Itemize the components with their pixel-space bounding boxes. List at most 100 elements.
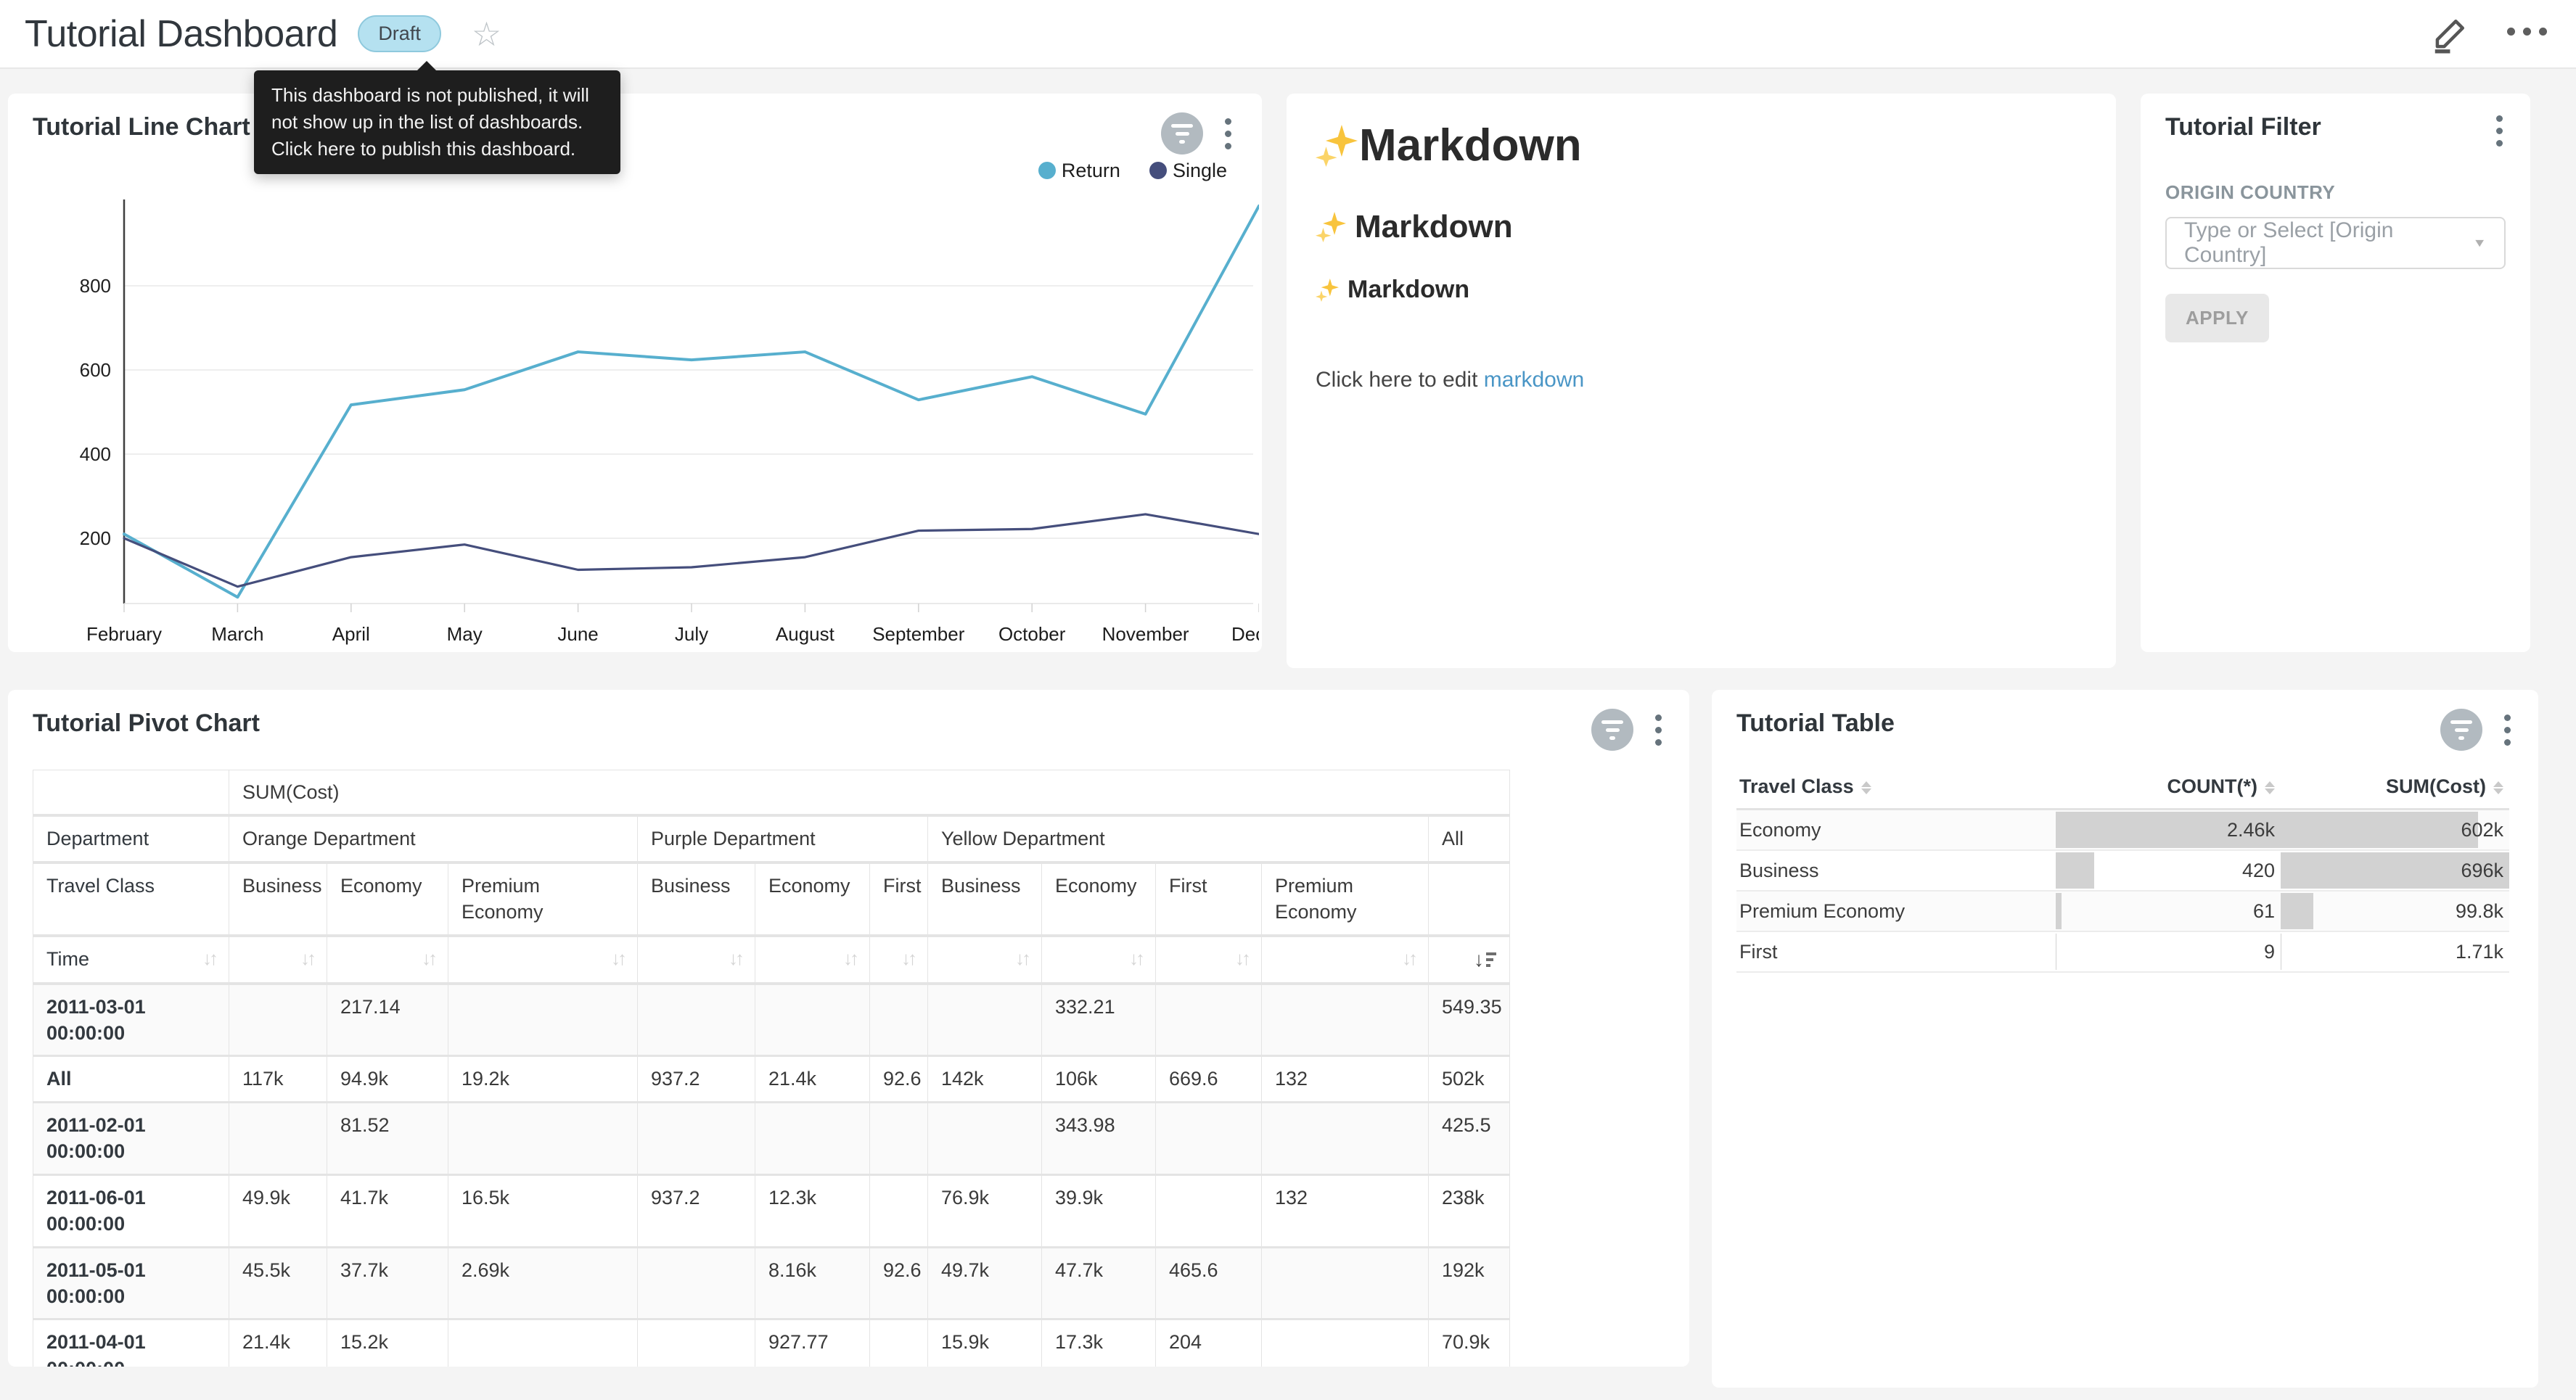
panel-title: Tutorial Pivot Chart bbox=[33, 709, 260, 738]
pivot-value-cell: 92.6 bbox=[870, 1247, 928, 1319]
pivot-value-cell: 41.7k bbox=[327, 1174, 448, 1247]
filter-field-label: ORIGIN COUNTRY bbox=[2165, 181, 2506, 204]
pivot-value-cell: 94.9k bbox=[327, 1056, 448, 1102]
pivot-value-cell: 21.4k bbox=[229, 1319, 327, 1367]
cell-value: 99.8k bbox=[2284, 892, 2503, 931]
pivot-sort-cell: ↓ bbox=[1429, 936, 1510, 984]
pivot-sort-cell: ↓↑ bbox=[229, 936, 327, 984]
cell-value: 420 bbox=[2059, 851, 2275, 890]
pivot-row: 2011-06-01 00:00:0049.9k41.7k16.5k937.21… bbox=[33, 1174, 1510, 1247]
pivot-value-cell bbox=[755, 984, 870, 1056]
legend-item-single[interactable]: Single bbox=[1149, 160, 1227, 182]
pivot-sort-cell: ↓↑ bbox=[1156, 936, 1262, 984]
panel-menu-icon[interactable] bbox=[1222, 115, 1234, 152]
pivot-group-header: Purple Department bbox=[638, 815, 928, 862]
pivot-value-cell: 21.4k bbox=[755, 1056, 870, 1102]
markdown-edit-link[interactable]: markdown bbox=[1484, 368, 1584, 392]
pivot-value-cell bbox=[1262, 1102, 1429, 1174]
favorite-star-icon[interactable]: ☆ bbox=[472, 17, 501, 51]
pivot-value-cell: 425.5 bbox=[1429, 1102, 1510, 1174]
pivot-column-header: Economy bbox=[1042, 862, 1156, 936]
pivot-value-cell bbox=[638, 1319, 755, 1367]
apply-button[interactable]: APPLY bbox=[2165, 294, 2269, 342]
panel-menu-icon[interactable] bbox=[2493, 112, 2506, 149]
panel-markdown[interactable]: Markdown Markdown Markdown Click here to… bbox=[1287, 94, 2116, 668]
svg-text:600: 600 bbox=[80, 359, 111, 381]
pivot-value-cell bbox=[1156, 984, 1262, 1056]
data-table-wrap: Travel ClassCOUNT(*)SUM(Cost)Economy2.46… bbox=[1736, 765, 2514, 973]
pivot-column-header: First bbox=[1156, 862, 1262, 936]
table-cell-travel-class: First bbox=[1736, 931, 2056, 972]
pivot-value-cell: 81.52 bbox=[327, 1102, 448, 1174]
header-right bbox=[2430, 15, 2547, 54]
pivot-value-cell: 502k bbox=[1429, 1056, 1510, 1102]
pivot-value-cell: 47.7k bbox=[1042, 1247, 1156, 1319]
pivot-time-label: Time↓↑ bbox=[33, 936, 229, 984]
cross-filter-icon[interactable] bbox=[1161, 112, 1203, 155]
sort-icon[interactable]: ↓↑ bbox=[1402, 946, 1415, 971]
pivot-column-header bbox=[1429, 862, 1510, 936]
edit-dashboard-button[interactable] bbox=[2430, 15, 2469, 54]
cross-filter-icon[interactable] bbox=[2440, 709, 2482, 751]
pivot-value-cell: 132 bbox=[1262, 1174, 1429, 1247]
panel-title: Tutorial Filter bbox=[2165, 112, 2321, 141]
draft-badge[interactable]: Draft bbox=[358, 15, 441, 52]
sort-icon[interactable]: ↓↑ bbox=[202, 946, 216, 971]
svg-text:November: November bbox=[1102, 623, 1189, 645]
pivot-value-cell bbox=[1262, 1319, 1429, 1367]
sort-icon[interactable]: ↓↑ bbox=[843, 946, 856, 971]
pivot-sort-cell: ↓↑ bbox=[1262, 936, 1429, 984]
table-row[interactable]: First91.71k bbox=[1736, 931, 2509, 972]
dashboard-canvas: Tutorial Line Chart ReturnSingle 2004006… bbox=[0, 69, 2576, 1400]
tooltip-text-line: Click here to publish this dashboard. bbox=[271, 136, 603, 162]
pivot-value-cell: 17.3k bbox=[1042, 1319, 1156, 1367]
sort-icon[interactable]: ↓↑ bbox=[1235, 946, 1248, 971]
panel-menu-icon[interactable] bbox=[1652, 712, 1665, 749]
pivot-value-cell: 19.2k bbox=[448, 1056, 638, 1102]
sort-icon[interactable]: ↓↑ bbox=[729, 946, 742, 971]
cell-value: 9 bbox=[2059, 932, 2275, 971]
sort-caret-icon[interactable] bbox=[1861, 781, 1871, 794]
pivot-department-label: Department bbox=[33, 815, 229, 862]
table-column-header[interactable]: Travel Class bbox=[1736, 765, 2056, 810]
table-column-header[interactable]: SUM(Cost) bbox=[2281, 765, 2509, 810]
sort-icon[interactable]: ↓↑ bbox=[300, 946, 313, 971]
legend-dot bbox=[1149, 162, 1167, 179]
pivot-row-header: 2011-04-01 00:00:00 bbox=[33, 1319, 229, 1367]
panel-head: Tutorial Line Chart bbox=[33, 112, 1262, 155]
table-row[interactable]: Business420696k bbox=[1736, 850, 2509, 891]
sort-icon[interactable]: ↓↑ bbox=[422, 946, 435, 971]
pivot-value-cell: 927.77 bbox=[755, 1319, 870, 1367]
pivot-value-cell bbox=[448, 1319, 638, 1367]
sort-icon[interactable]: ↓↑ bbox=[901, 946, 914, 971]
svg-text:May: May bbox=[447, 623, 483, 645]
markdown-h1: Markdown bbox=[1316, 120, 2087, 171]
panel-head: Tutorial Pivot Chart bbox=[33, 709, 1665, 751]
sort-icon[interactable]: ↓↑ bbox=[1015, 946, 1028, 971]
sort-caret-icon[interactable] bbox=[2265, 781, 2275, 794]
sort-icon[interactable]: ↓↑ bbox=[611, 946, 624, 971]
panel-menu-icon[interactable] bbox=[2501, 712, 2514, 749]
pivot-value-cell bbox=[928, 984, 1042, 1056]
pivot-row-header: 2011-02-01 00:00:00 bbox=[33, 1102, 229, 1174]
pivot-all-header: All bbox=[1429, 815, 1510, 862]
table-cell-count: 2.46k bbox=[2056, 810, 2281, 851]
sort-icon[interactable]: ↓↑ bbox=[1129, 946, 1142, 971]
select-placeholder: Type or Select [Origin Country] bbox=[2184, 218, 2465, 268]
cross-filter-icon[interactable] bbox=[1591, 709, 1633, 751]
table-row[interactable]: Premium Economy6199.8k bbox=[1736, 891, 2509, 931]
legend-item-return[interactable]: Return bbox=[1038, 160, 1120, 182]
pivot-value-cell bbox=[870, 984, 928, 1056]
pivot-value-cell: 37.7k bbox=[327, 1247, 448, 1319]
pivot-value-cell: 117k bbox=[229, 1056, 327, 1102]
origin-country-select[interactable]: Type or Select [Origin Country] ▼ bbox=[2165, 217, 2506, 269]
table-row[interactable]: Economy2.46k602k bbox=[1736, 810, 2509, 851]
more-options-button[interactable] bbox=[2507, 28, 2547, 40]
panel-title: Tutorial Line Chart bbox=[33, 112, 250, 141]
pivot-value-cell bbox=[1156, 1174, 1262, 1247]
sparkles-icon bbox=[1316, 212, 1346, 242]
table-column-header[interactable]: COUNT(*) bbox=[2056, 765, 2281, 810]
pivot-value-cell: 669.6 bbox=[1156, 1056, 1262, 1102]
sort-caret-icon[interactable] bbox=[2493, 781, 2503, 794]
sort-descending-icon[interactable]: ↓ bbox=[1474, 946, 1496, 973]
